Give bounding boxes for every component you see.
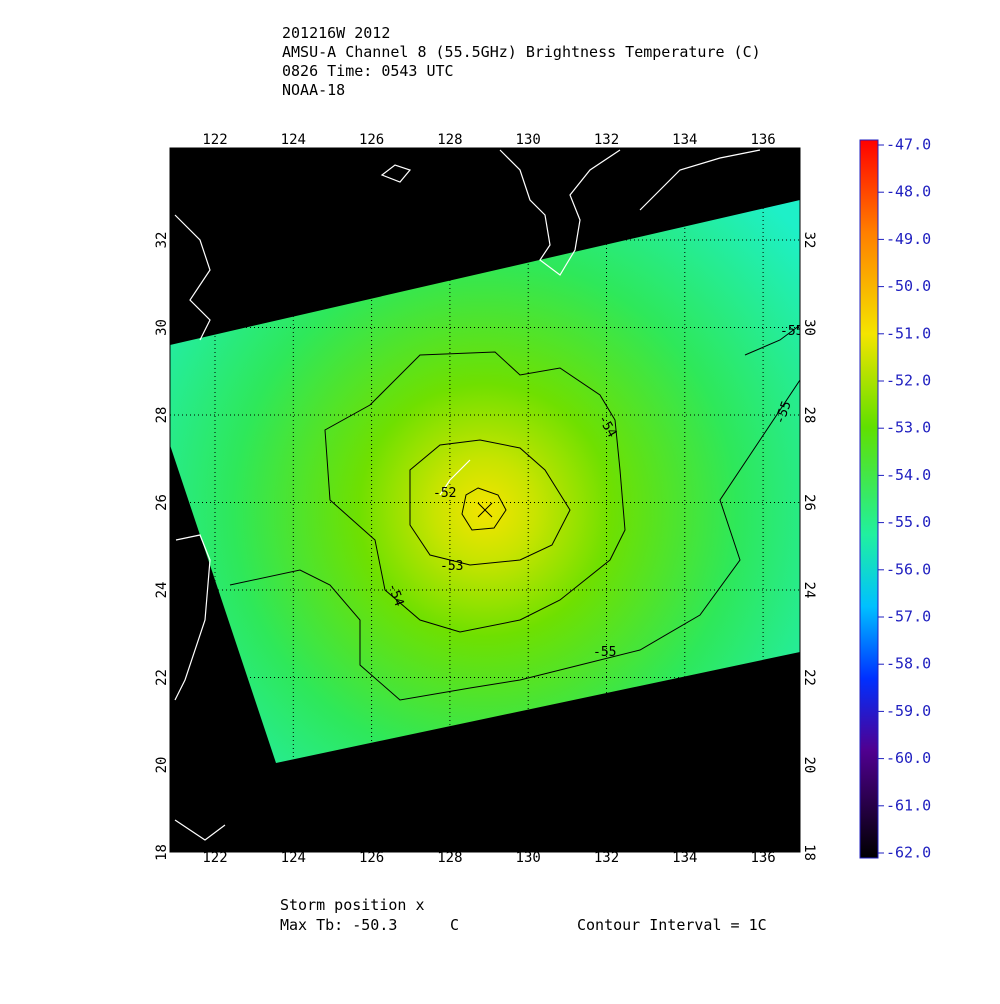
contour-interval: Contour Interval = 1C [577, 916, 767, 934]
lon-label-bottom: 128 [437, 850, 462, 866]
lat-label-right: 30 [801, 319, 817, 336]
lon-label-bottom: 124 [281, 850, 306, 866]
contour-label: -53 [440, 559, 463, 574]
swath [170, 200, 800, 763]
map-frame [169, 147, 801, 853]
colorbar-label: -49.0 [886, 230, 931, 248]
lat-label-left: 20 [154, 757, 170, 774]
colorbar-label: -51.0 [886, 324, 931, 342]
lon-label-bottom: 134 [672, 850, 697, 866]
lat-label-left: 30 [154, 319, 170, 336]
contour-label: -55 [593, 645, 616, 660]
lat-label-left: 22 [154, 669, 170, 686]
axes: 122 122 124 124 126 126 128 128 130 130 132 132 134 1… [154, 132, 817, 866]
map-area: -52-53-54-54-55-55-55 [170, 148, 803, 852]
lon-label-top: 124 [281, 132, 306, 148]
lat-label-right: 24 [801, 582, 817, 599]
lat-label-right: 28 [801, 407, 817, 424]
lon-label-bottom: 136 [750, 850, 775, 866]
colorbar-label: -47.0 [886, 136, 931, 154]
colorbar-label: -57.0 [886, 608, 931, 626]
lon-label-bottom: 130 [516, 850, 541, 866]
colorbar [859, 139, 879, 859]
colorbar-label: -59.0 [886, 702, 931, 720]
header-line: 0826 Time: 0543 UTC [282, 62, 454, 80]
max-tb-unit: C [450, 916, 459, 934]
storm-label: Storm position x [280, 896, 425, 914]
lon-label-top: 134 [672, 132, 697, 148]
colorbar-labels: -47.0 -48.0 -49.0 -50.0 -51.0 -52.0 -53.0 -54.0… [878, 136, 931, 862]
colorbar-label: -50.0 [886, 277, 931, 295]
lat-label-left: 28 [154, 407, 170, 424]
lat-label-right: 32 [801, 232, 817, 249]
coastlines [174, 149, 761, 841]
lon-label-top: 126 [359, 132, 384, 148]
storm-position [477, 502, 493, 518]
lon-label-top: 132 [594, 132, 619, 148]
lon-label-bottom: 132 [594, 850, 619, 866]
colorbar-label: -56.0 [886, 560, 931, 578]
lat-label-right: 18 [801, 844, 817, 861]
lon-label-bottom: 126 [359, 850, 384, 866]
lon-label-top: 122 [202, 132, 227, 148]
colorbar-label: -54.0 [886, 466, 931, 484]
grid [170, 148, 800, 852]
lon-label-bottom: 122 [202, 850, 227, 866]
contour-label: -55 [780, 324, 803, 339]
header-line: AMSU-A Channel 8 (55.5GHz) Brightness Te… [282, 43, 761, 61]
lon-label-top: 130 [516, 132, 541, 148]
colorbar-label: -48.0 [886, 183, 931, 201]
contour-label: -52 [433, 486, 456, 501]
header-line: 201216W 2012 [282, 24, 390, 42]
header-line: NOAA-18 [282, 81, 345, 99]
colorbar-label: -58.0 [886, 655, 931, 673]
contours [229, 324, 800, 701]
colorbar-label: -60.0 [886, 749, 931, 767]
lat-label-left: 26 [154, 494, 170, 511]
contour-labels: -52-53-54-54-55-55-55 [384, 324, 803, 660]
lat-label-left: 18 [154, 844, 170, 861]
lat-label-right: 22 [801, 669, 817, 686]
colorbar-label: -62.0 [886, 844, 931, 862]
lon-label-top: 128 [437, 132, 462, 148]
max-tb: Max Tb: -50.3 [280, 916, 397, 934]
lat-label-right: 26 [801, 494, 817, 511]
lon-label-top: 136 [750, 132, 775, 148]
lat-label-left: 24 [154, 582, 170, 599]
colorbar-label: -61.0 [886, 796, 931, 814]
colorbar-label: -52.0 [886, 372, 931, 390]
lat-label-left: 32 [154, 232, 170, 249]
colorbar-label: -53.0 [886, 419, 931, 437]
lat-label-right: 20 [801, 757, 817, 774]
colorbar-label: -55.0 [886, 513, 931, 531]
